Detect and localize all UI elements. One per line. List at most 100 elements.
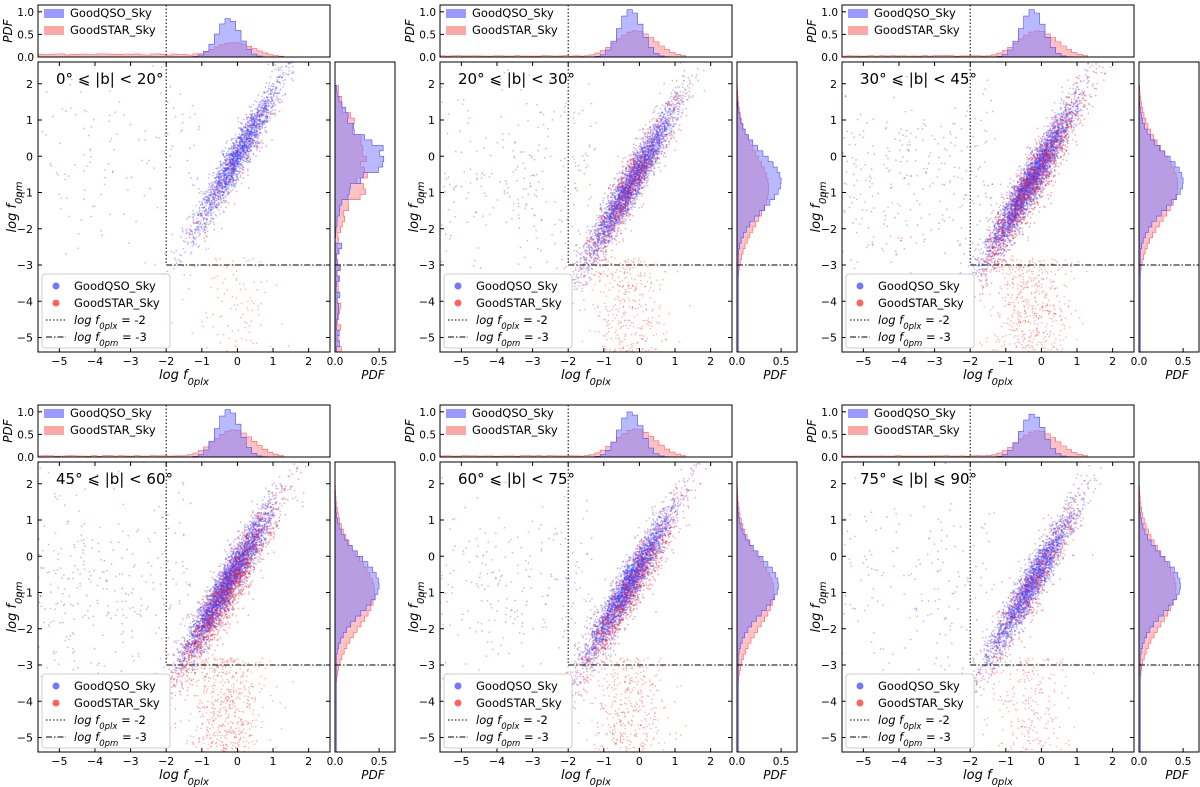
qso-point bbox=[606, 197, 609, 200]
qso-point bbox=[208, 173, 211, 176]
qso-point bbox=[291, 72, 293, 74]
qso-point bbox=[610, 200, 613, 203]
qso-point bbox=[249, 145, 252, 147]
qso-point bbox=[203, 196, 206, 199]
qso-point bbox=[218, 181, 220, 183]
qso-point bbox=[260, 127, 263, 129]
qso-point bbox=[248, 130, 251, 133]
x-tick-label: −2 bbox=[158, 355, 174, 368]
qso-point bbox=[246, 124, 249, 127]
qso-point bbox=[268, 100, 270, 102]
qso-point bbox=[595, 235, 598, 238]
star-point bbox=[213, 180, 216, 183]
qso-point bbox=[595, 121, 597, 124]
qso-point bbox=[239, 135, 242, 138]
top-y-tick-label: 1.0 bbox=[17, 7, 34, 19]
qso-point bbox=[593, 225, 596, 228]
qso-point bbox=[100, 230, 102, 232]
qso-point bbox=[108, 120, 111, 123]
qso-point bbox=[263, 107, 265, 110]
qso-point bbox=[241, 156, 244, 159]
qso-point bbox=[585, 246, 588, 249]
qso-point bbox=[242, 137, 244, 139]
star-point bbox=[237, 329, 240, 332]
qso-point bbox=[223, 181, 226, 184]
qso-point bbox=[244, 146, 247, 149]
qso-point bbox=[197, 220, 200, 223]
qso-point bbox=[226, 175, 229, 178]
qso-point bbox=[214, 194, 216, 196]
star-point bbox=[249, 132, 252, 135]
qso-point bbox=[285, 65, 287, 67]
qso-point bbox=[573, 273, 575, 275]
qso-point bbox=[574, 244, 577, 247]
qso-point bbox=[616, 221, 619, 224]
qso-point bbox=[265, 96, 268, 98]
qso-point bbox=[582, 256, 585, 258]
qso-point bbox=[659, 134, 662, 137]
star-point bbox=[135, 220, 137, 223]
qso-point bbox=[251, 130, 253, 133]
qso-point bbox=[151, 64, 154, 67]
qso-point bbox=[252, 123, 255, 125]
qso-point bbox=[517, 202, 520, 205]
qso-point bbox=[246, 150, 249, 153]
star-point bbox=[242, 142, 244, 145]
star-point bbox=[226, 288, 228, 291]
qso-point bbox=[645, 153, 647, 156]
qso-point bbox=[665, 135, 668, 138]
qso-point bbox=[201, 203, 204, 205]
qso-point bbox=[220, 190, 222, 193]
qso-point bbox=[241, 146, 244, 149]
qso-point bbox=[215, 179, 218, 182]
qso-point bbox=[619, 206, 622, 209]
qso-point bbox=[103, 183, 106, 186]
qso-point bbox=[235, 147, 238, 149]
qso-point bbox=[215, 199, 218, 202]
qso-point bbox=[233, 147, 235, 150]
qso-point bbox=[243, 141, 246, 144]
qso-point bbox=[192, 215, 194, 218]
qso-point bbox=[588, 233, 591, 235]
star-point bbox=[166, 101, 169, 103]
qso-point bbox=[639, 180, 641, 183]
qso-point bbox=[230, 174, 233, 177]
qso-point bbox=[219, 179, 222, 181]
qso-point bbox=[232, 184, 235, 187]
star-point bbox=[213, 191, 216, 194]
qso-point bbox=[246, 125, 249, 128]
qso-point bbox=[199, 214, 202, 217]
qso-point bbox=[205, 190, 208, 193]
star-point bbox=[245, 138, 248, 141]
qso-point bbox=[214, 191, 217, 193]
qso-point bbox=[199, 212, 202, 215]
qso-point bbox=[496, 141, 499, 144]
qso-point bbox=[211, 195, 214, 198]
qso-point bbox=[242, 146, 244, 149]
qso-point bbox=[485, 223, 488, 226]
qso-point bbox=[224, 180, 226, 183]
star-point bbox=[234, 345, 237, 348]
qso-point bbox=[253, 145, 256, 147]
qso-point bbox=[242, 141, 245, 144]
qso-point bbox=[246, 121, 249, 124]
qso-point bbox=[226, 163, 228, 166]
qso-point bbox=[260, 124, 263, 127]
star-point bbox=[281, 323, 284, 326]
qso-point bbox=[234, 149, 237, 152]
qso-point bbox=[234, 165, 237, 168]
qso-point bbox=[197, 214, 199, 216]
qso-point bbox=[256, 123, 259, 126]
qso-point bbox=[174, 115, 177, 118]
qso-point bbox=[264, 106, 266, 109]
qso-point bbox=[107, 162, 110, 165]
qso-point bbox=[237, 137, 240, 139]
qso-point bbox=[217, 171, 220, 174]
qso-point bbox=[226, 166, 229, 169]
qso-point bbox=[236, 144, 239, 147]
qso-point bbox=[231, 176, 234, 179]
qso-point bbox=[240, 139, 243, 142]
qso-point bbox=[236, 153, 239, 156]
qso-point bbox=[227, 171, 230, 174]
qso-point bbox=[219, 175, 222, 177]
